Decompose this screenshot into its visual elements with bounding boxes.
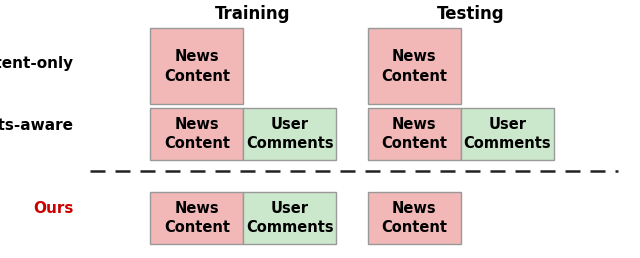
Text: User
Comments: User Comments	[246, 117, 333, 151]
FancyBboxPatch shape	[150, 192, 243, 244]
FancyBboxPatch shape	[368, 192, 461, 244]
FancyBboxPatch shape	[150, 28, 243, 104]
Text: News
Content: News Content	[164, 49, 230, 84]
FancyBboxPatch shape	[243, 108, 336, 160]
Text: User
Comments: User Comments	[463, 117, 551, 151]
FancyBboxPatch shape	[368, 108, 461, 160]
FancyBboxPatch shape	[150, 108, 243, 160]
FancyBboxPatch shape	[368, 28, 461, 104]
FancyBboxPatch shape	[461, 108, 554, 160]
Text: News
Content: News Content	[164, 201, 230, 235]
Text: News
Content: News Content	[381, 117, 447, 151]
Text: Training: Training	[215, 5, 291, 23]
Text: Content-only: Content-only	[0, 56, 74, 71]
Text: Ours: Ours	[33, 201, 74, 216]
Text: News
Content: News Content	[381, 201, 447, 235]
Text: Testing: Testing	[436, 5, 504, 23]
Text: News
Content: News Content	[164, 117, 230, 151]
Text: User
Comments: User Comments	[246, 201, 333, 235]
FancyBboxPatch shape	[243, 192, 336, 244]
Text: News
Content: News Content	[381, 49, 447, 84]
Text: Comments-aware: Comments-aware	[0, 118, 74, 133]
